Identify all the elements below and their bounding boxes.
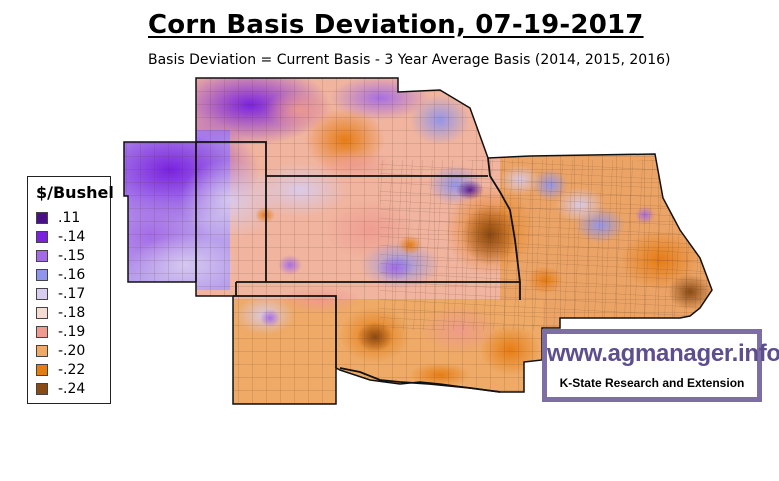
legend-swatch [36, 307, 48, 319]
legend-item: -.24 [36, 381, 108, 398]
legend: $/Bushel .11 -.14 -.15 -.16 -.17 -.18 -.… [27, 176, 114, 404]
legend-item: .11 [36, 210, 108, 227]
legend-swatch [36, 288, 48, 300]
legend-swatch [36, 212, 48, 224]
legend-item: -.16 [36, 267, 108, 284]
legend-swatch [36, 345, 48, 357]
region-outline [123, 77, 713, 405]
legend-swatch [36, 250, 48, 262]
state-borders [195, 141, 521, 393]
legend-item: -.14 [36, 229, 108, 246]
legend-item: -.19 [36, 324, 108, 341]
legend-label: -.15 [58, 248, 86, 264]
legend-item: -.18 [36, 305, 108, 322]
legend-label: -.16 [58, 267, 86, 283]
agmanager-logo[interactable]: www.agmanager.info K-State Research and … [542, 329, 779, 402]
map-subtitle: Basis Deviation = Current Basis - 3 Year… [148, 52, 671, 68]
legend-item: -.22 [36, 362, 108, 379]
legend-swatch [36, 383, 48, 395]
legend-label: -.19 [58, 324, 86, 340]
legend-title: $/Bushel [36, 183, 114, 202]
legend-label: -.14 [58, 229, 86, 245]
logo-url-text: www.agmanager.info [547, 340, 779, 367]
legend-swatch [36, 231, 48, 243]
logo-org-text: K-State Research and Extension [559, 376, 745, 390]
legend-label: -.17 [58, 286, 86, 302]
legend-label: -.22 [58, 362, 86, 378]
map-title: Corn Basis Deviation, 07-19-2017 [148, 10, 644, 40]
legend-swatch [36, 326, 48, 338]
legend-swatch [36, 364, 48, 376]
legend-label: .11 [58, 210, 81, 226]
logo-inner-panel: www.agmanager.info K-State Research and … [547, 334, 779, 397]
legend-label: -.24 [58, 381, 86, 397]
legend-item: -.15 [36, 248, 108, 265]
legend-label: -.20 [58, 343, 86, 359]
legend-item: -.20 [36, 343, 108, 360]
legend-item: -.17 [36, 286, 108, 303]
legend-swatch [36, 269, 48, 281]
legend-label: -.18 [58, 305, 86, 321]
